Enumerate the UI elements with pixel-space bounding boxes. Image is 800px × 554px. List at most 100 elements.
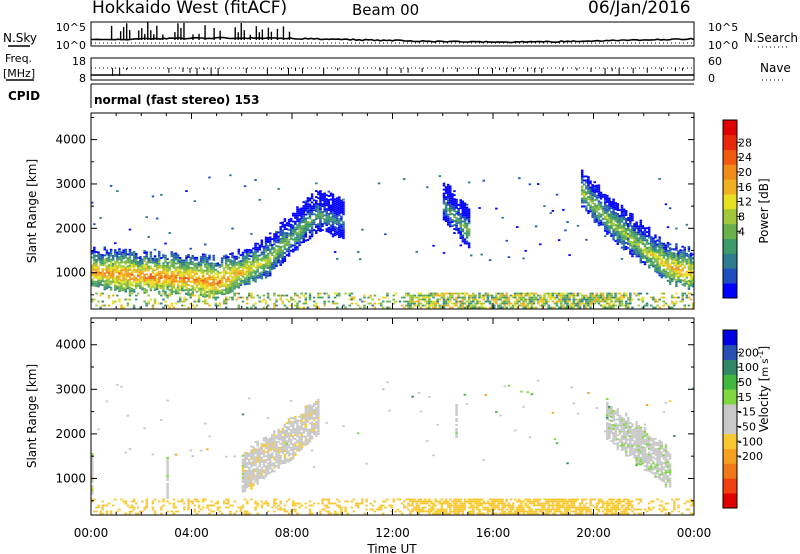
heatmap-cell [338,202,341,205]
heatmap-cell [197,300,201,303]
heatmap-cell [476,298,479,301]
heatmap-cell [103,288,107,291]
heatmap-cell [183,263,186,266]
heatmap-cell [331,233,335,236]
heatmap-cell [304,221,308,224]
heatmap-cell [449,189,452,192]
heatmap-cell [191,275,194,278]
heatmap-cell [166,466,169,469]
heatmap-cell [225,258,228,261]
heatmap-cell [616,243,620,245]
heatmap-cell [673,270,676,273]
heatmap-cell [268,262,272,265]
heatmap-cell [275,265,278,267]
heatmap-cell [650,260,653,262]
heatmap-cell [652,263,655,266]
heatmap-cell [650,248,653,251]
heatmap-cell [652,243,655,246]
heatmap-cell [191,304,194,307]
heatmap-cell [478,296,481,299]
heatmap-cell [262,451,266,454]
nave-tick-hi: 60 [708,55,722,68]
heatmap-cell [199,279,203,282]
heatmap-cell [237,304,241,307]
heatmap-cell [178,300,182,303]
heatmap-cell [187,506,190,509]
heatmap-cell [277,257,280,260]
heatmap-cell [687,248,691,250]
heatmap-cell [220,512,224,515]
heatmap-cell [614,212,617,215]
heatmap-cell [201,281,205,284]
heatmap-cell [254,476,257,479]
heatmap-cell [229,263,232,265]
heatmap-cell [603,199,607,202]
heatmap-cell [467,216,471,219]
heatmap-cell [451,296,454,299]
heatmap-cell [593,211,596,214]
heatmap-cell [287,228,291,231]
heatmap-cell [243,451,247,454]
heatmap-cell [675,275,678,278]
heatmap-cell [245,274,249,277]
heatmap-cell [281,444,285,446]
heatmap-cell [268,250,272,253]
heatmap-cell [176,284,180,287]
heatmap-cell [126,504,130,507]
heatmap-cell [273,436,276,439]
heatmap-cell [218,278,222,280]
heatmap-cell [480,294,483,297]
heatmap-cell [252,452,255,455]
heatmap-cell [551,306,555,309]
heatmap-cell [243,512,247,515]
heatmap-cell [308,225,312,228]
heatmap-cell [176,286,180,289]
heatmap-cell [279,252,282,254]
heatmap-cell [275,253,278,255]
heatmap-cell [610,225,613,227]
heatmap-cell [675,249,678,252]
heatmap-cell [335,233,339,236]
heatmap-cell [449,306,452,309]
heatmap-cell [210,292,213,295]
heatmap-cell [212,256,215,259]
heatmap-cell [612,218,615,221]
heatmap-cell [520,304,523,307]
heatmap-cell [153,257,157,260]
heatmap-cell [440,292,444,295]
heatmap-cell [103,504,107,507]
heatmap-cell [589,200,592,203]
heatmap-cell [262,475,266,478]
heatmap-cell [681,283,684,286]
heatmap-cell [141,278,144,281]
heatmap-cell [132,254,136,257]
heatmap-cell [191,293,194,296]
heatmap-cell [241,261,245,264]
heatmap-cell [463,294,467,297]
heatmap-cell [298,222,301,225]
heatmap-cell [231,268,234,271]
heatmap-cell [664,268,668,271]
heatmap-cell [618,304,622,307]
heatmap-cell [675,243,678,246]
heatmap-cell [656,271,659,274]
heatmap-cell [656,245,659,248]
heatmap-cell [283,458,287,460]
heatmap-cell [553,298,557,301]
heatmap-cell [449,298,452,301]
heatmap-cell [453,210,456,213]
heatmap-cell [111,270,115,273]
heatmap-cell [266,260,270,263]
heatmap-cell [687,287,691,290]
heatmap-cell [319,210,322,212]
heatmap-cell [164,272,167,275]
heatmap-cell [273,265,276,268]
heatmap-cell [166,276,169,278]
heatmap-cell [411,296,414,299]
heatmap-cell [333,214,337,217]
freq-tick-hi: 18 [72,55,86,68]
heatmap-cell [675,300,678,303]
heatmap-cell [99,257,102,260]
heatmap-cell [172,278,176,281]
heatmap-cell [333,200,337,203]
